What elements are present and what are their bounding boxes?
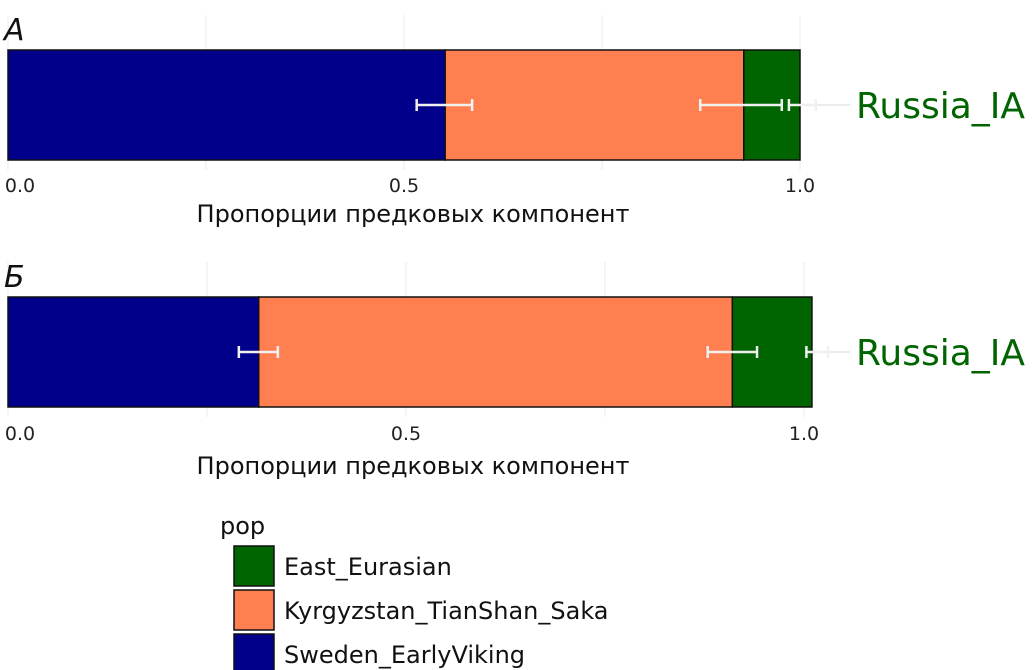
legend-swatch (233, 589, 275, 631)
bar-segment-sweden_earlyviking (7, 296, 260, 408)
panel-label: А (2, 13, 25, 48)
panel-label: Б (4, 260, 25, 295)
legend-swatch (233, 545, 275, 587)
tick-label: 0.5 (391, 423, 421, 445)
legend-label: Sweden_EarlyViking (284, 641, 525, 669)
legend-title: pop (220, 512, 265, 540)
bar-segment-kyrgyzstan_tianshan_saka (444, 49, 745, 161)
tick-label: 1.0 (789, 423, 819, 445)
tick-label: 0.5 (389, 175, 419, 197)
x-axis-label: Пропорции предковых компонент (197, 200, 630, 228)
tick-label: 0.0 (5, 175, 35, 197)
bar-segment-sweden_earlyviking (7, 49, 446, 161)
bar-segment-kyrgyzstan_tianshan_saka (257, 296, 734, 408)
legend-label: Kyrgyzstan_TianShan_Saka (284, 597, 609, 625)
row-label: Russia_IA (856, 86, 1025, 127)
tick-label: 0.0 (5, 423, 35, 445)
legend-swatch (233, 633, 275, 670)
row-label: Russia_IA (856, 333, 1025, 374)
x-axis-label: Пропорции предковых компонент (197, 452, 630, 480)
legend-label: East_Eurasian (284, 553, 452, 581)
tick-label: 1.0 (785, 175, 815, 197)
